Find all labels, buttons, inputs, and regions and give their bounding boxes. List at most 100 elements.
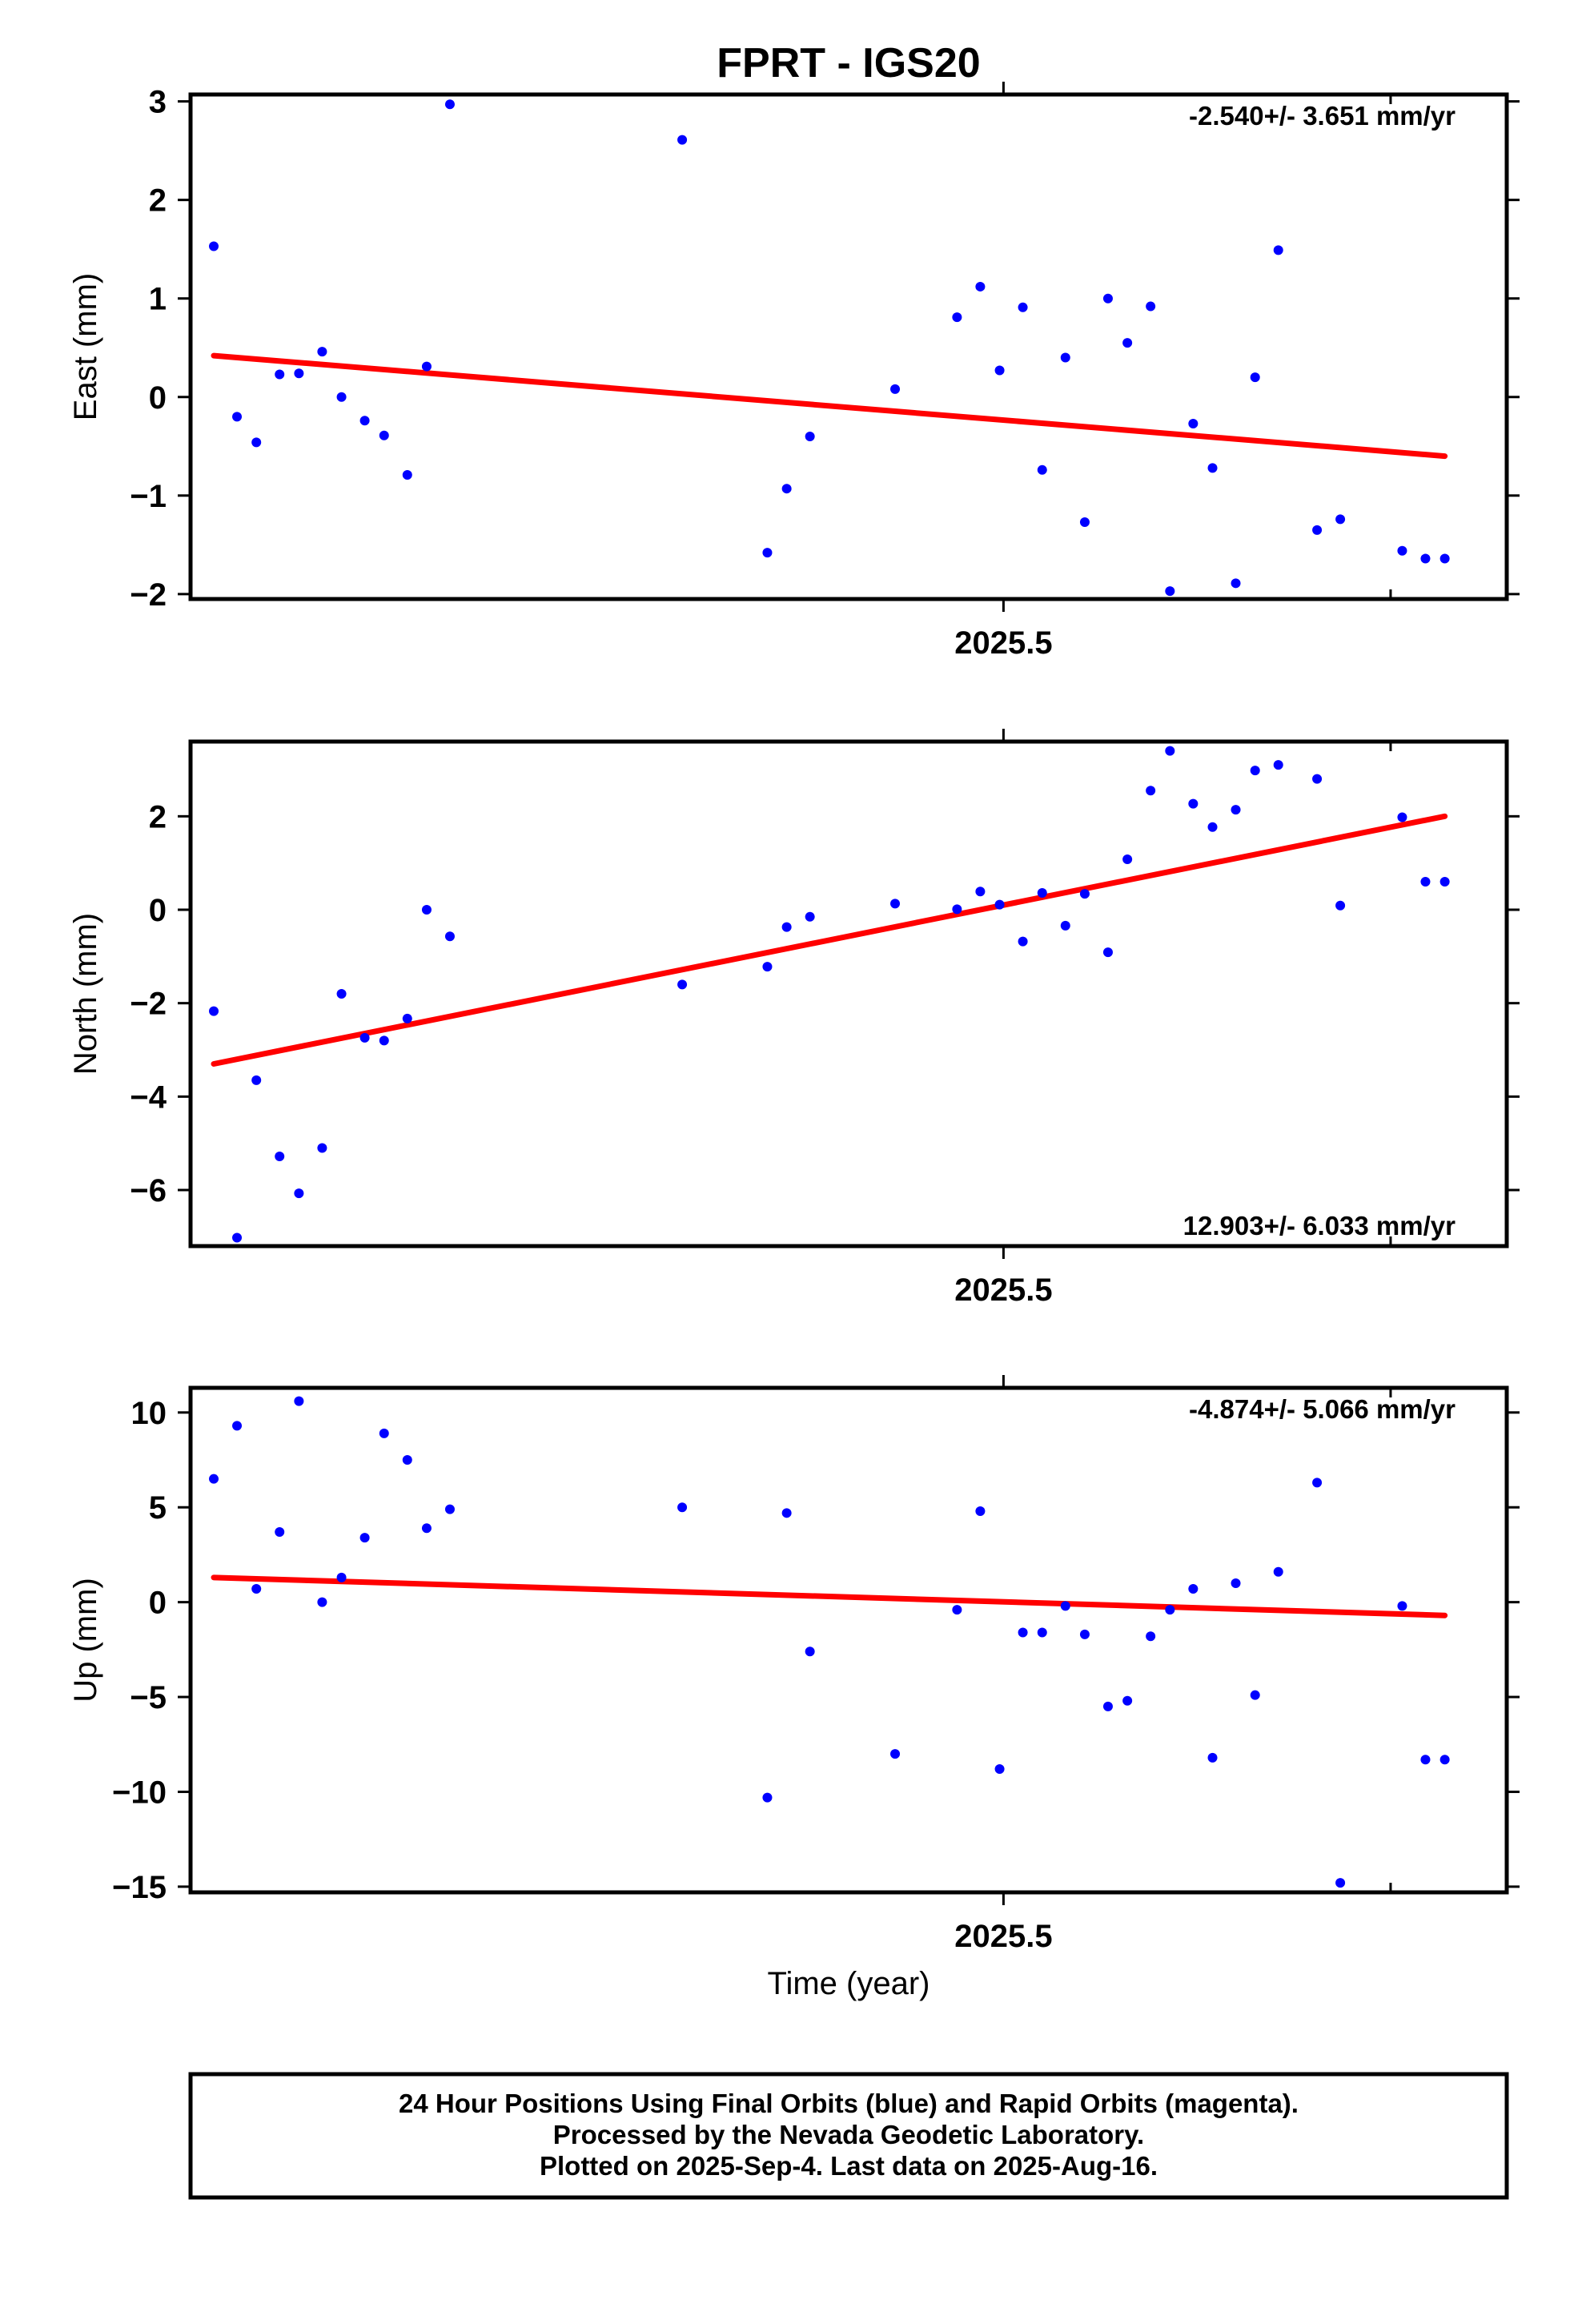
up-data-point	[1273, 1566, 1283, 1577]
footer-line-2: Processed by the Nevada Geodetic Laborat…	[553, 2120, 1144, 2149]
east-ytick-label: −2	[130, 577, 167, 613]
up-data-point	[1018, 1627, 1028, 1638]
east-data-point	[1312, 525, 1323, 535]
up-ytick-label: 10	[131, 1396, 167, 1431]
up-data-point	[1335, 1878, 1346, 1888]
north-data-point	[251, 1075, 262, 1085]
east-data-point	[359, 416, 370, 426]
up-data-point	[1312, 1478, 1323, 1488]
north-data-point	[1397, 812, 1407, 822]
up-data-point	[1079, 1629, 1090, 1639]
up-data-point	[1420, 1755, 1431, 1765]
east-ytick-label: −1	[130, 479, 167, 514]
x-axis-label: Time (year)	[768, 1966, 930, 2001]
up-plot-frame	[188, 1385, 1509, 1895]
up-xtick-label: 2025.5	[954, 1919, 1052, 1954]
north-data-point	[1312, 774, 1323, 784]
east-plot-frame	[188, 92, 1509, 601]
east-data-point	[1188, 418, 1199, 428]
north-ytick-label: −4	[130, 1080, 167, 1115]
north-data-point	[762, 962, 773, 972]
east-data-point	[421, 361, 432, 372]
north-data-point	[677, 979, 688, 990]
chart-title: FPRT - IGS20	[717, 40, 980, 86]
east-data-point	[1037, 464, 1047, 475]
north-data-point	[1122, 854, 1133, 864]
east-data-point	[379, 430, 389, 440]
north-data-point	[294, 1188, 304, 1199]
up-data-point	[1439, 1755, 1450, 1765]
east-data-point	[1420, 553, 1431, 564]
north-data-point	[1231, 805, 1241, 815]
east-data-point	[762, 548, 773, 558]
east-data-point	[336, 392, 347, 402]
footer-line-3: Plotted on 2025-Sep-4. Last data on 2025…	[540, 2151, 1158, 2181]
east-data-point	[1250, 372, 1260, 383]
north-data-point	[1207, 822, 1218, 832]
east-data-point	[994, 365, 1005, 376]
north-data-point	[952, 904, 962, 915]
east-data-point	[975, 281, 986, 292]
up-data-point	[781, 1508, 792, 1518]
east-data-point	[1060, 352, 1070, 363]
east-data-point	[1122, 338, 1133, 348]
up-data-point	[1165, 1605, 1175, 1615]
up-data-point	[1122, 1695, 1133, 1706]
north-rate-label: 12.903+/- 6.033 mm/yr	[1183, 1211, 1456, 1240]
east-ytick-label: 0	[149, 380, 167, 416]
up-y-axis-label: Up (mm)	[68, 1578, 103, 1703]
up-data-point	[1060, 1601, 1070, 1611]
up-data-point	[1188, 1584, 1199, 1594]
north-data-point	[232, 1232, 243, 1243]
up-data-point	[421, 1523, 432, 1534]
up-data-point	[952, 1605, 962, 1615]
east-data-point	[1207, 463, 1218, 473]
up-data-point	[379, 1428, 389, 1438]
north-trend-line	[211, 813, 1448, 1067]
east-data-point	[1146, 301, 1156, 312]
east-data-point	[781, 484, 792, 494]
up-data-point	[275, 1527, 285, 1537]
east-data-point	[1231, 578, 1241, 589]
up-data-point	[1231, 1578, 1241, 1588]
east-ytick-label: 2	[149, 183, 167, 219]
up-data-point	[294, 1396, 304, 1406]
up-ytick-label: 5	[149, 1490, 167, 1526]
north-data-point	[275, 1152, 285, 1161]
up-data-point	[805, 1647, 815, 1657]
north-data-point	[890, 899, 901, 909]
north-data-point	[1273, 760, 1283, 770]
east-trend-line	[211, 352, 1448, 460]
north-data-point	[421, 905, 432, 915]
up-data-point	[402, 1455, 412, 1465]
north-data-point	[444, 931, 455, 942]
east-data-point	[1439, 553, 1450, 564]
up-ytick-label: −15	[112, 1870, 167, 1905]
footer-box	[188, 2072, 1509, 2200]
north-ytick-label: 0	[149, 893, 167, 928]
north-data-point	[1335, 900, 1346, 911]
north-data-point	[1420, 877, 1431, 887]
up-data-point	[444, 1504, 455, 1514]
up-data-point	[336, 1572, 347, 1582]
up-data-point	[1146, 1631, 1156, 1642]
north-data-point	[209, 1006, 219, 1016]
east-panel: −2 −1 0 1 2 3 2025.5 East (mm) -2.540+/- 3.651 m…	[68, 82, 1520, 661]
east-data-point	[209, 241, 219, 251]
east-data-point	[402, 469, 412, 480]
up-rate-label: -4.874+/- 5.066 mm/yr	[1189, 1394, 1456, 1424]
east-data-point	[890, 384, 901, 394]
north-data-point	[336, 989, 347, 999]
up-data-point	[975, 1506, 986, 1516]
north-data-point	[359, 1032, 370, 1043]
up-data-point	[209, 1474, 219, 1484]
up-data-point	[994, 1764, 1005, 1775]
north-data-point	[1060, 920, 1070, 931]
up-trend-line	[211, 1574, 1448, 1618]
east-data-point	[232, 412, 243, 422]
east-data-point	[317, 347, 327, 357]
east-data-point	[1165, 586, 1175, 597]
north-data-point	[781, 922, 792, 932]
east-data-point	[1335, 514, 1346, 525]
north-ytick-label: 2	[149, 799, 167, 834]
